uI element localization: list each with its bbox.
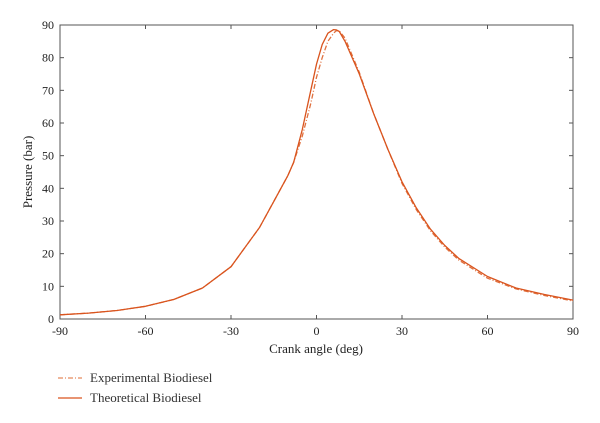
legend-label: Experimental Biodiesel: [90, 370, 213, 385]
legend-item-experimental: Experimental Biodiesel: [58, 370, 212, 386]
axes-frame: [59, 24, 574, 320]
legend-item-theoretical: Theoretical Biodiesel: [58, 390, 202, 406]
x-tick-label: 0: [314, 324, 320, 338]
y-tick-label: 10: [42, 279, 54, 293]
x-tick-label: -30: [223, 324, 239, 338]
x-tick-label: -90: [52, 324, 68, 338]
x-tick-label: 90: [567, 324, 579, 338]
y-tick-label: 0: [48, 312, 54, 326]
x-tick-label: -60: [138, 324, 154, 338]
y-tick-label: 80: [42, 51, 54, 65]
legend-swatch-dashdot: [58, 377, 82, 379]
y-axis-label: Pressure (bar): [20, 136, 35, 209]
x-tick-label: 30: [396, 324, 408, 338]
series-line-theoretical: [59, 28, 574, 316]
x-axis-label: Crank angle (deg): [269, 341, 363, 356]
plot-area: -90 -60 -30 0 30 60 90 0 10 20 30 40 50 60 70 80 90 Cran…: [20, 18, 579, 356]
y-tick-label: 90: [42, 18, 54, 32]
y-tick-label: 50: [42, 149, 54, 163]
legend-label: Theoretical Biodiesel: [90, 390, 202, 405]
x-tick-label: 60: [482, 324, 494, 338]
y-tick-label: 30: [42, 214, 54, 228]
legend-swatch-solid: [58, 397, 82, 399]
series-line-experimental: [59, 29, 574, 316]
y-tick-label: 20: [42, 247, 54, 261]
y-tick-label: 60: [42, 116, 54, 130]
y-tick-label: 70: [42, 83, 54, 97]
y-tick-label: 40: [42, 181, 54, 195]
